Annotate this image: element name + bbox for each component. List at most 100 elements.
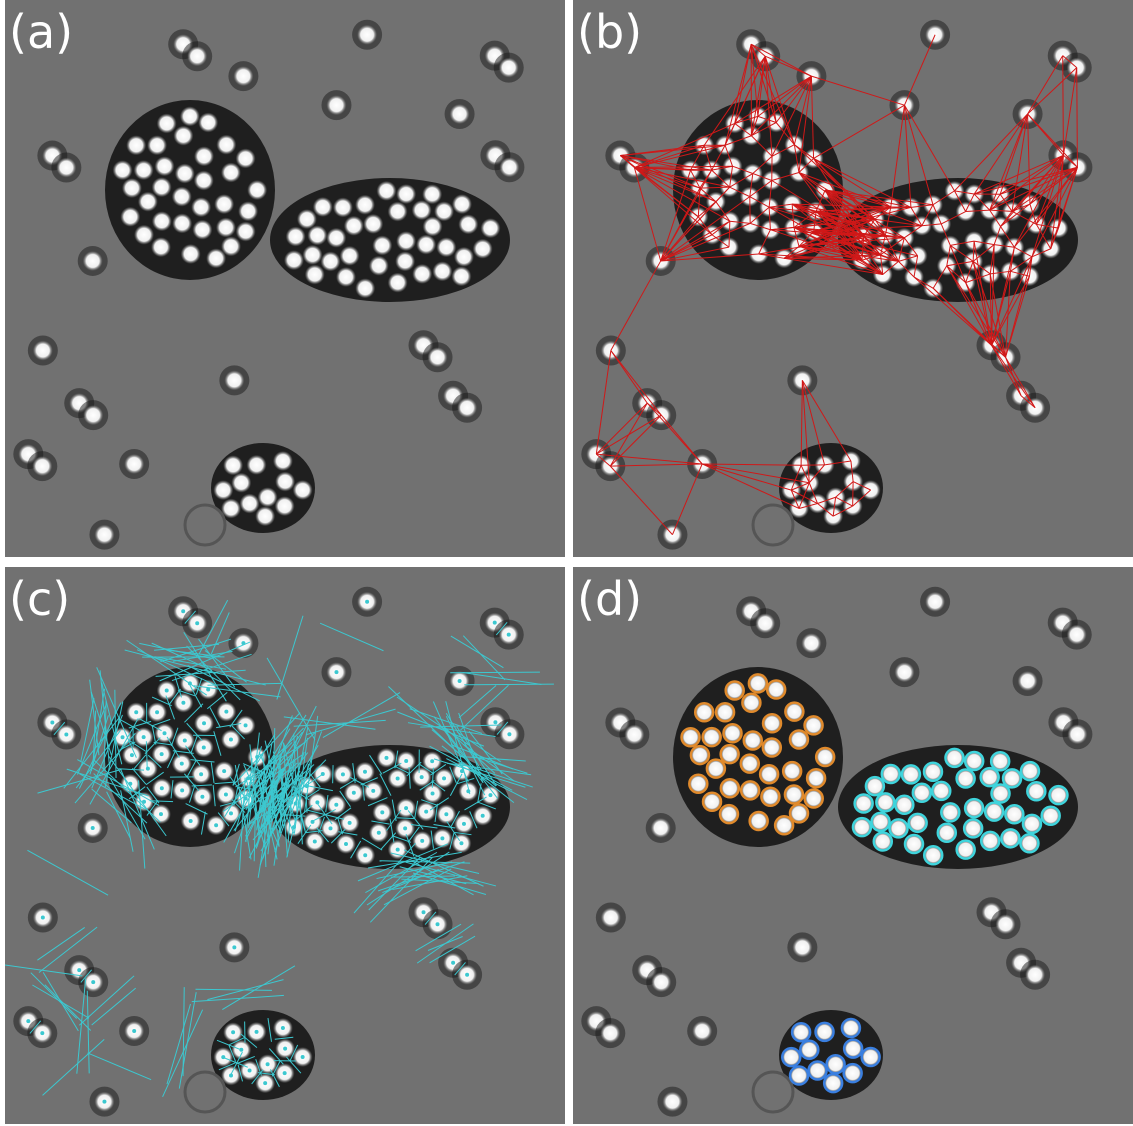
particle <box>451 266 471 286</box>
particle <box>369 256 389 276</box>
particle <box>307 225 327 245</box>
particle <box>326 95 346 115</box>
site <box>255 755 259 759</box>
particle <box>458 214 478 234</box>
particle <box>258 487 278 507</box>
particle <box>692 1021 712 1041</box>
site <box>183 739 187 743</box>
particle <box>224 370 244 390</box>
site <box>214 823 218 827</box>
site <box>334 670 338 674</box>
particle <box>1025 965 1045 985</box>
particle <box>996 914 1016 934</box>
particle <box>134 225 154 245</box>
site <box>77 968 81 972</box>
site <box>460 769 464 773</box>
particle <box>247 455 267 475</box>
site <box>465 973 469 977</box>
site <box>334 803 338 807</box>
site <box>363 853 367 857</box>
particle <box>147 135 167 155</box>
site <box>222 769 226 773</box>
site <box>396 848 400 852</box>
particle <box>303 245 323 265</box>
site <box>371 789 375 793</box>
site <box>301 1055 305 1059</box>
particle <box>157 113 177 133</box>
particle <box>412 264 432 284</box>
delaunay-edge <box>1063 56 1064 156</box>
particle <box>187 46 207 66</box>
particle <box>138 192 158 212</box>
particle <box>175 164 195 184</box>
site <box>493 720 497 724</box>
particle <box>255 506 275 526</box>
site <box>311 820 315 824</box>
particle <box>120 207 140 227</box>
site <box>229 1073 233 1077</box>
site <box>91 980 95 984</box>
site <box>241 641 245 645</box>
site <box>281 1026 285 1030</box>
particle <box>363 214 383 234</box>
particle <box>326 228 346 248</box>
particle <box>499 58 519 78</box>
particle <box>275 496 295 516</box>
site <box>248 1069 252 1073</box>
site <box>422 910 426 914</box>
panel-label: (b) <box>577 5 642 59</box>
particle <box>238 201 258 221</box>
site <box>246 776 250 780</box>
site <box>283 1047 287 1051</box>
particle <box>286 227 306 247</box>
site <box>481 814 485 818</box>
site <box>200 795 204 799</box>
particle <box>191 197 211 217</box>
site <box>165 688 169 692</box>
site <box>224 710 228 714</box>
site <box>160 752 164 756</box>
particle <box>755 613 775 633</box>
site <box>344 842 348 846</box>
particle <box>357 25 377 45</box>
site <box>462 822 466 826</box>
particle <box>428 347 448 367</box>
particle <box>221 236 241 256</box>
site <box>232 945 236 949</box>
site <box>431 791 435 795</box>
site <box>459 841 463 845</box>
site <box>315 800 319 804</box>
panel-a: (a) <box>5 0 565 557</box>
site <box>384 756 388 760</box>
particle <box>422 184 442 204</box>
particle <box>624 725 644 745</box>
site <box>181 609 185 613</box>
site <box>181 701 185 705</box>
particle <box>651 818 671 838</box>
site <box>128 782 132 786</box>
particle <box>395 251 415 271</box>
site <box>142 735 146 739</box>
particle <box>372 235 392 255</box>
site <box>188 681 192 685</box>
particle <box>416 235 436 255</box>
site <box>313 840 317 844</box>
particle <box>450 104 470 124</box>
site <box>206 687 210 691</box>
particle <box>1067 625 1087 645</box>
site <box>507 633 511 637</box>
particle <box>894 662 914 682</box>
site <box>142 800 146 804</box>
particle <box>336 267 356 287</box>
particle <box>662 1092 682 1112</box>
particle <box>33 341 53 361</box>
site <box>195 621 199 625</box>
particle <box>152 177 172 197</box>
particle <box>216 135 236 155</box>
figure: (a) (b) (c) (d) <box>0 0 1133 1126</box>
particle <box>651 972 671 992</box>
site <box>430 759 434 763</box>
panel-c: (c) <box>0 567 565 1124</box>
particle <box>32 456 52 476</box>
particle <box>388 273 408 293</box>
